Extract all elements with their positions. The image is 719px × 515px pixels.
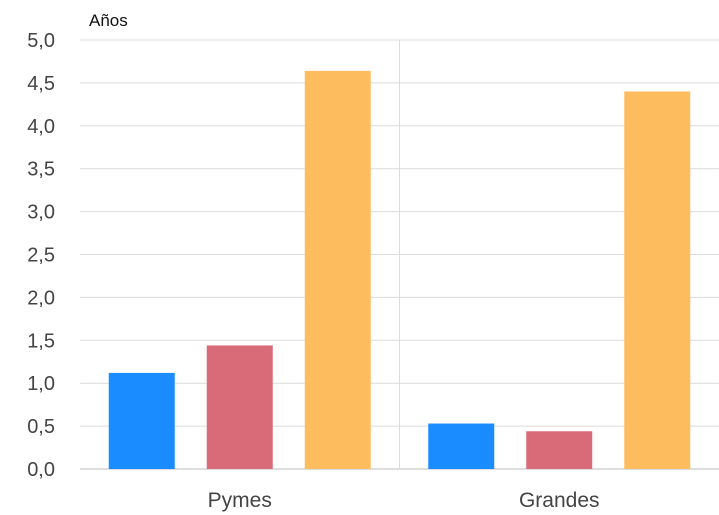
x-category-label: Grandes [519, 489, 600, 512]
x-category-label: Pymes [208, 489, 272, 512]
y-tick-label: 3,0 [27, 202, 55, 224]
y-axis-ticks: 0,0 0,5 1,0 1,5 2,0 2,5 3,0 3,5 4,0 4,5 5,0 [27, 30, 55, 481]
bar [428, 423, 495, 469]
bar [108, 372, 175, 469]
bar [526, 431, 593, 469]
y-axis-unit-label: Años [89, 11, 128, 30]
y-tick-label: 4,0 [27, 116, 55, 138]
y-tick-label: 3,5 [27, 159, 55, 181]
y-tick-label: 5,0 [27, 30, 55, 52]
bar [304, 70, 371, 469]
bar [624, 91, 691, 469]
y-tick-label: 4,5 [27, 73, 55, 95]
y-tick-label: 0,0 [27, 459, 55, 481]
x-axis-categories: Pymes Grandes [208, 489, 600, 512]
y-tick-label: 0,5 [27, 416, 55, 438]
bars [108, 70, 691, 469]
bar [206, 345, 273, 469]
y-tick-label: 1,0 [27, 373, 55, 395]
y-tick-label: 1,5 [27, 330, 55, 352]
y-tick-label: 2,5 [27, 245, 55, 267]
y-tick-label: 2,0 [27, 287, 55, 309]
